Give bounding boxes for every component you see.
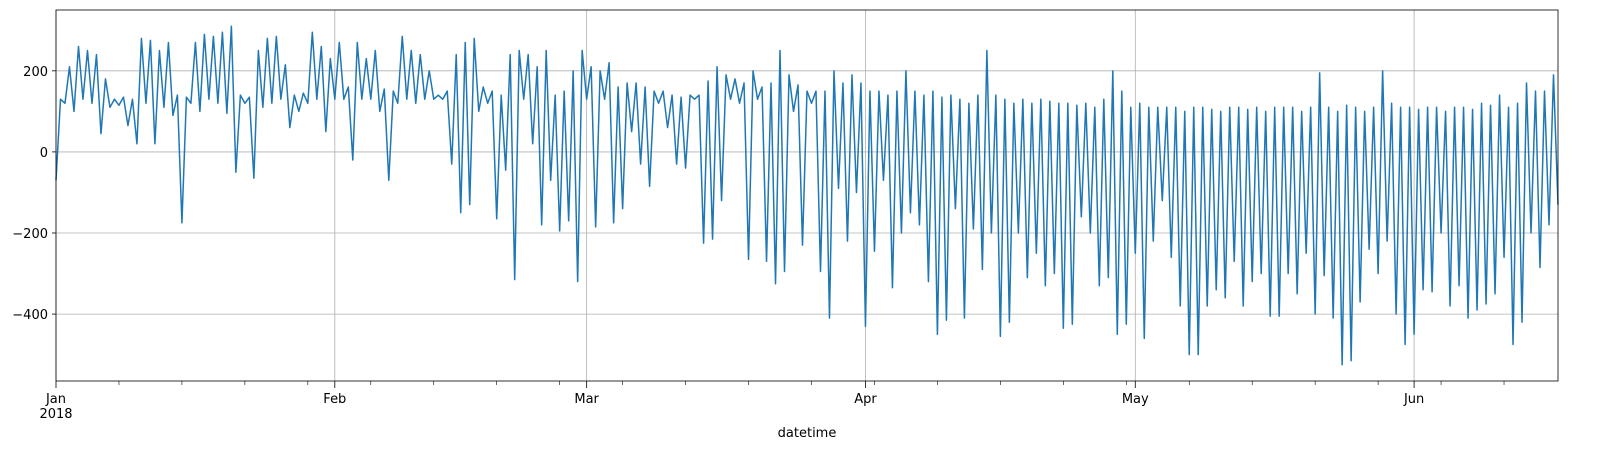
x-axis-label: datetime: [778, 426, 837, 441]
x-tick-label: Apr: [854, 392, 877, 407]
plot-frame: [55, 9, 1559, 382]
x-tick-label: May: [1122, 392, 1149, 407]
x-tick-label: Jun: [1403, 392, 1424, 407]
y-tick-label: 200: [23, 65, 48, 80]
x-tick-label: Feb: [323, 392, 346, 407]
x-tick-label: Jan 2018: [39, 392, 72, 422]
data-line: [55, 25, 1559, 366]
x-tick-label: Mar: [574, 392, 599, 407]
y-tick-label: 0: [40, 146, 48, 161]
y-tick-label: −400: [12, 308, 48, 323]
y-tick-label: −200: [12, 227, 48, 242]
